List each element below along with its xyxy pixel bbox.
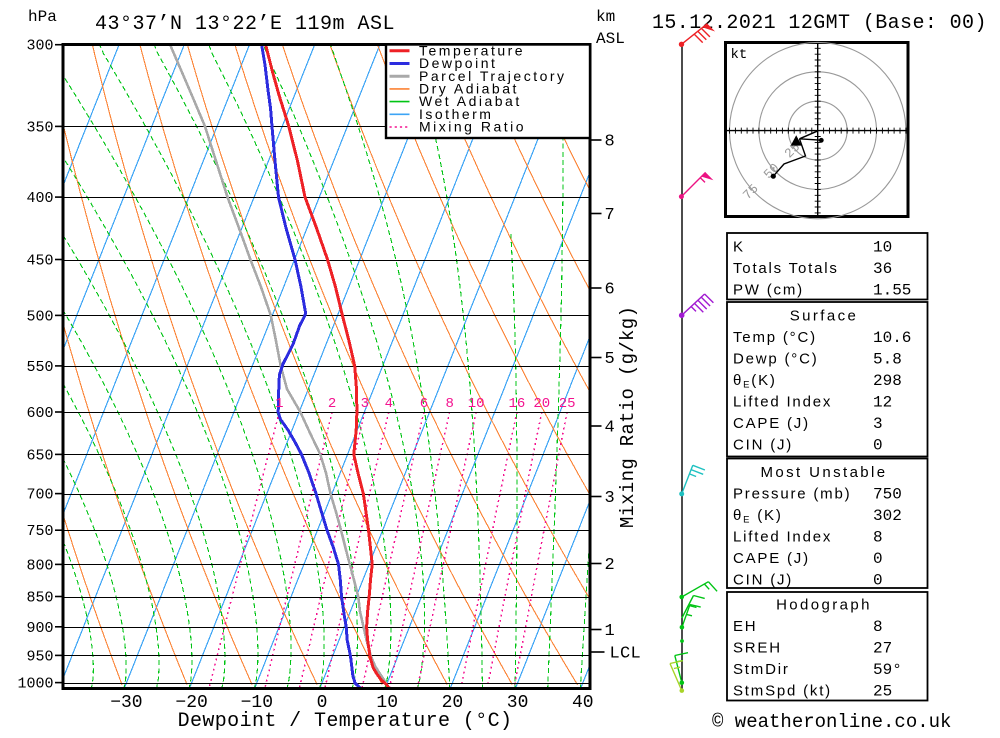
svg-text:300: 300: [26, 38, 53, 55]
svg-text:36: 36: [873, 260, 892, 278]
svg-text:25: 25: [559, 396, 576, 412]
svg-text:10: 10: [873, 239, 892, 257]
svg-text:40: 40: [572, 693, 594, 713]
svg-text:Temp (°C): Temp (°C): [733, 329, 817, 346]
svg-text:3: 3: [873, 415, 883, 433]
svg-text:5: 5: [605, 350, 615, 369]
svg-text:43°37’N 13°22’E 119m ASL: 43°37’N 13°22’E 119m ASL: [95, 13, 395, 36]
svg-text:50: 50: [761, 160, 783, 182]
svg-text:PW (cm): PW (cm): [733, 282, 804, 299]
svg-text:Mixing Ratio (g/kg): Mixing Ratio (g/kg): [617, 306, 639, 528]
svg-text:Dewpoint / Temperature (°C): Dewpoint / Temperature (°C): [178, 710, 513, 733]
svg-text:298: 298: [873, 372, 902, 390]
svg-text:950: 950: [26, 648, 53, 665]
svg-text:Lifted Index: Lifted Index: [733, 394, 832, 411]
svg-text:4: 4: [605, 419, 615, 438]
svg-text:Mixing Ratio: Mixing Ratio: [419, 119, 526, 135]
svg-text:CAPE (J): CAPE (J): [733, 550, 810, 567]
svg-text:CAPE (J): CAPE (J): [733, 415, 810, 432]
svg-text:1: 1: [605, 622, 615, 641]
svg-text:4: 4: [385, 396, 393, 412]
svg-text:2: 2: [328, 396, 336, 412]
svg-text:450: 450: [26, 253, 53, 270]
svg-text:hPa: hPa: [28, 8, 57, 26]
svg-text:0: 0: [317, 693, 328, 713]
svg-text:LCL: LCL: [610, 645, 642, 664]
svg-text:750: 750: [873, 486, 902, 504]
svg-text:Hodograph: Hodograph: [776, 597, 872, 614]
svg-text:Dewpoint: Dewpoint: [419, 55, 497, 71]
svg-text:5.8: 5.8: [873, 351, 902, 369]
svg-text:SREH: SREH: [733, 640, 782, 657]
svg-text:25: 25: [873, 683, 892, 701]
svg-text:6: 6: [420, 396, 428, 412]
svg-text:Temperature: Temperature: [419, 42, 525, 58]
svg-text:kt: kt: [731, 47, 748, 63]
svg-text:0: 0: [873, 572, 883, 590]
svg-text:10: 10: [468, 396, 485, 412]
svg-text:θE(K): θE(K): [733, 372, 777, 391]
svg-text:900: 900: [26, 620, 53, 637]
svg-text:Parcel Trajectory: Parcel Trajectory: [419, 68, 567, 84]
svg-text:3: 3: [361, 396, 369, 412]
svg-text:10: 10: [376, 693, 398, 713]
svg-text:8: 8: [873, 618, 883, 636]
svg-text:0: 0: [873, 550, 883, 568]
svg-text:10.6: 10.6: [873, 329, 911, 347]
svg-text:12: 12: [873, 394, 892, 412]
svg-text:K: K: [733, 239, 745, 256]
svg-text:350: 350: [26, 119, 53, 136]
svg-text:59°: 59°: [873, 661, 902, 679]
svg-text:20: 20: [533, 396, 550, 412]
svg-text:0: 0: [873, 437, 883, 455]
svg-text:750: 750: [26, 523, 53, 540]
svg-text:302: 302: [873, 507, 902, 525]
svg-text:800: 800: [26, 557, 53, 574]
svg-text:StmSpd (kt): StmSpd (kt): [733, 683, 832, 700]
svg-text:7: 7: [605, 206, 615, 225]
svg-text:550: 550: [26, 359, 53, 376]
svg-text:Lifted Index: Lifted Index: [733, 529, 832, 546]
svg-text:EH: EH: [733, 618, 757, 635]
svg-text:15.12.2021 12GMT (Base: 00): 15.12.2021 12GMT (Base: 00): [652, 12, 987, 35]
svg-text:−20: −20: [175, 693, 207, 713]
svg-text:700: 700: [26, 487, 53, 504]
svg-text:© weatheronline.co.uk: © weatheronline.co.uk: [712, 711, 951, 733]
svg-text:θE (K): θE (K): [733, 507, 783, 526]
svg-text:400: 400: [26, 190, 53, 207]
svg-text:1: 1: [275, 396, 283, 412]
svg-text:Most Unstable: Most Unstable: [760, 464, 887, 481]
svg-text:Totals Totals: Totals Totals: [733, 260, 839, 277]
svg-text:Wet Adiabat: Wet Adiabat: [419, 93, 522, 109]
svg-text:8: 8: [605, 133, 615, 152]
svg-text:8: 8: [873, 529, 883, 547]
svg-text:1000: 1000: [17, 676, 53, 693]
svg-text:27: 27: [873, 640, 892, 658]
svg-text:8: 8: [445, 396, 453, 412]
svg-text:20: 20: [442, 693, 464, 713]
svg-text:Dry Adiabat: Dry Adiabat: [419, 81, 519, 97]
svg-text:StmDir: StmDir: [733, 661, 790, 678]
svg-text:−10: −10: [241, 693, 273, 713]
svg-text:ASL: ASL: [596, 30, 625, 48]
svg-text:CIN (J): CIN (J): [733, 572, 793, 589]
svg-text:2: 2: [605, 556, 615, 575]
svg-text:km: km: [596, 8, 615, 26]
svg-text:30: 30: [507, 693, 529, 713]
svg-text:600: 600: [26, 405, 53, 422]
svg-text:650: 650: [26, 447, 53, 464]
svg-text:16: 16: [508, 396, 525, 412]
svg-text:Surface: Surface: [790, 308, 859, 325]
svg-text:850: 850: [26, 590, 53, 607]
svg-text:Pressure (mb): Pressure (mb): [733, 486, 851, 503]
svg-text:Dewp (°C): Dewp (°C): [733, 351, 819, 368]
svg-text:1.55: 1.55: [873, 282, 911, 300]
svg-text:CIN (J): CIN (J): [733, 437, 793, 454]
svg-text:3: 3: [605, 489, 615, 508]
svg-text:Isotherm: Isotherm: [419, 106, 493, 122]
svg-text:500: 500: [26, 308, 53, 325]
svg-text:−30: −30: [110, 693, 142, 713]
svg-text:6: 6: [605, 281, 615, 300]
svg-text:75: 75: [740, 181, 762, 203]
